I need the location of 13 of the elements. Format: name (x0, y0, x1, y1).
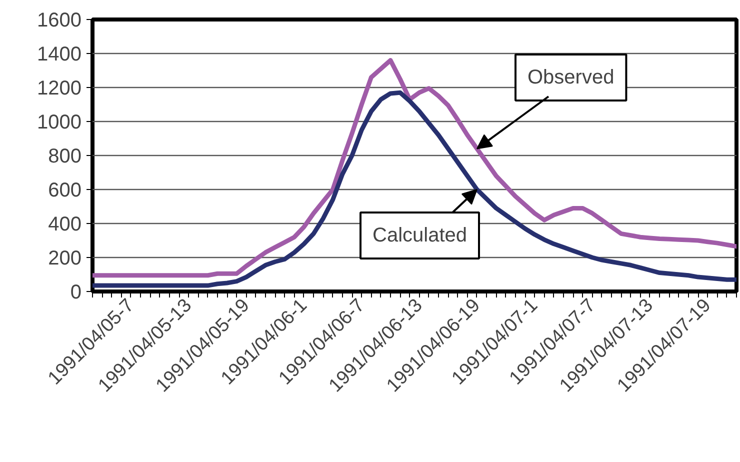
y-tick-label: 0 (70, 282, 82, 304)
line-series (92, 58, 736, 278)
y-tick-label: 1000 (37, 112, 82, 134)
y-tick-label: 200 (48, 248, 82, 270)
annotation: Observed (528, 66, 614, 88)
y-tick-label: 1400 (37, 44, 82, 66)
y-tick-label: 400 (48, 214, 82, 236)
y-tick-label: 800 (48, 146, 82, 168)
annotation: Calculated (372, 224, 468, 246)
line-series (92, 90, 736, 288)
y-tick-label: 600 (48, 180, 82, 202)
y-tick-label: 1200 (37, 78, 82, 100)
y-tick-label: 1600 (37, 10, 82, 32)
